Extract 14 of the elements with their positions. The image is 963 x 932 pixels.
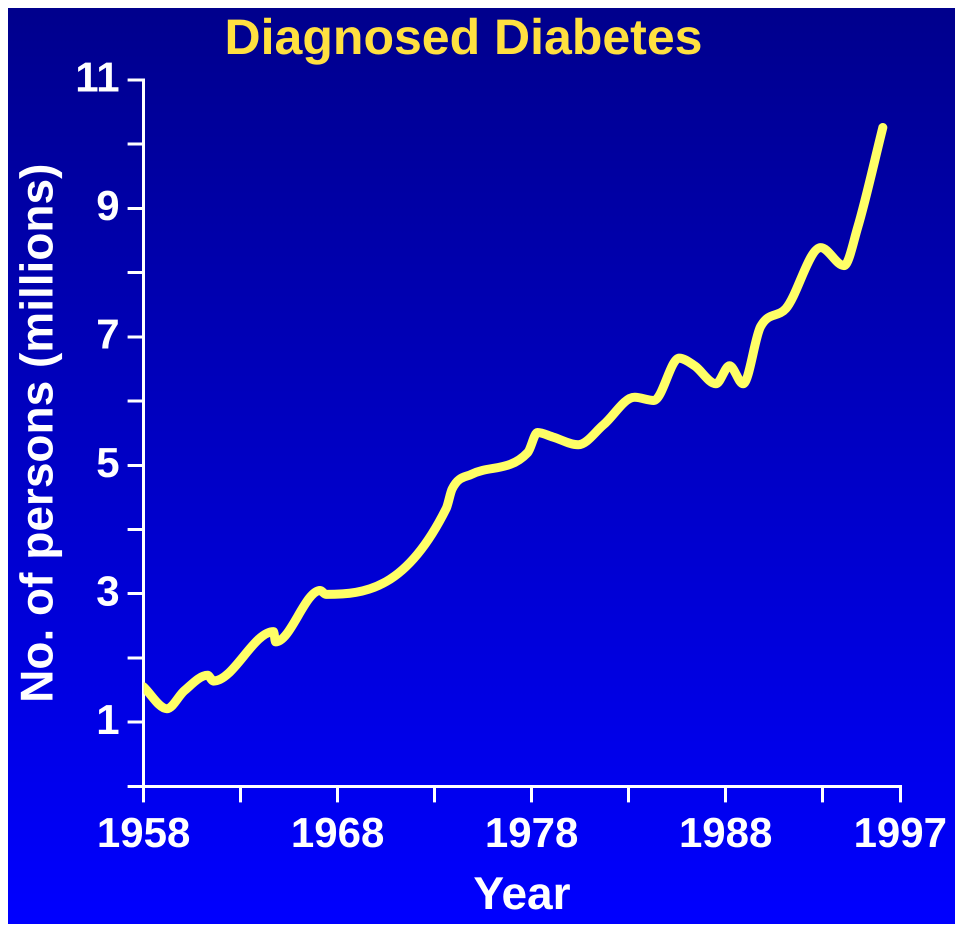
x-tick-label: 1978 (484, 809, 578, 856)
y-tick-label: 7 (96, 310, 120, 358)
x-tick-label: 1958 (96, 809, 190, 856)
x-tick-label: 1968 (290, 809, 384, 856)
y-tick-label: 1 (96, 696, 120, 743)
y-tick-label: 5 (96, 438, 120, 486)
y-tick-label: 11 (75, 54, 120, 101)
chart-title: Diagnosed Diabetes (224, 8, 702, 65)
x-axis-title: Year (473, 867, 571, 920)
x-tick-label: 1988 (678, 809, 772, 856)
x-tick-label: 1997 (854, 809, 947, 856)
y-tick-label: 9 (96, 182, 120, 230)
y-tick-label: 3 (96, 567, 120, 614)
y-axis-title: No. of persons (millions) (10, 164, 62, 703)
